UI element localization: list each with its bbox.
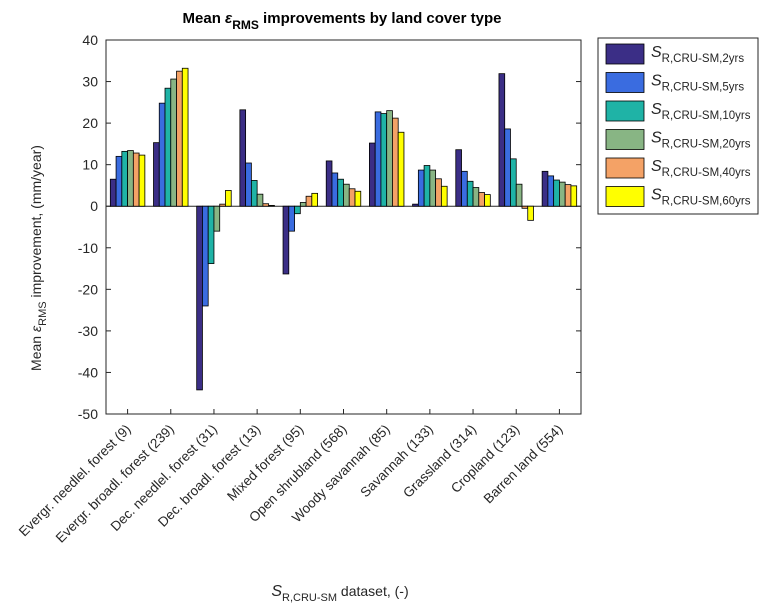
bar [564,184,572,207]
bar [121,150,128,207]
bar [553,179,560,207]
bar [392,117,399,207]
bar [158,102,166,207]
bar [337,178,344,207]
bar [181,67,189,207]
bar [429,169,437,207]
legend-swatch [605,100,645,122]
bar [435,178,442,207]
y-tick-label: 0 [90,198,98,214]
bar [397,131,405,207]
bar [547,175,555,207]
bar [348,188,356,207]
x-axis-label: SR,CRU-SM dataset, (-) [271,583,408,604]
bar [170,78,177,207]
y-tick-label: 30 [82,74,98,90]
bar [325,160,333,207]
bar [374,111,382,207]
legend-swatch [605,43,645,65]
bar [225,190,232,207]
legend-swatch [605,129,645,150]
bar [331,172,339,207]
y-tick-label: -10 [78,240,98,256]
y-tick-label: 10 [82,157,98,173]
bar [115,155,123,207]
bar [466,180,474,207]
bar [343,183,350,207]
y-tick-label: -30 [78,323,98,339]
legend-label: SR,CRU-SM,40yrs [651,158,751,179]
bar [262,203,270,207]
bar [559,181,566,207]
bar [412,203,419,207]
bar [570,185,578,207]
bar [288,205,295,232]
bar [239,109,247,207]
bar [380,113,388,207]
bar [176,70,183,207]
bar [164,87,172,207]
bar [138,154,146,207]
bar [109,178,117,207]
bar [354,190,362,207]
bar [515,183,523,207]
bar [196,205,203,391]
bar [478,192,485,207]
legend-label: SR,CRU-SM,2yrs [651,44,744,65]
bar [294,205,301,215]
legend-box [597,37,759,215]
y-tick-label: 40 [82,32,98,48]
bar [423,165,431,207]
bar [541,170,549,207]
y-tick-label: -40 [78,364,98,380]
bar [386,110,393,207]
legend-label: SR,CRU-SM,60yrs [651,187,751,208]
legend-label: SR,CRU-SM,5yrs [651,73,744,94]
y-tick-label: 20 [82,115,98,131]
bar [245,162,252,207]
bar [527,205,534,221]
bar [207,205,215,264]
y-tick-label: -20 [78,281,98,297]
legend-swatch [605,157,645,179]
legend-label: SR,CRU-SM,20yrs [651,130,751,151]
bar [417,169,425,207]
bar [510,158,517,207]
bar [202,205,209,307]
y-tick-label: -50 [78,406,98,422]
y-axis-label: Mean εRMS improvement, (mm/year) [28,145,49,371]
bar [461,170,468,207]
bar [213,205,221,232]
bar [256,193,264,207]
bar [132,152,140,207]
legend-swatch [605,72,645,93]
bar [504,128,511,207]
chart-title: Mean εRMS improvements by land cover typ… [183,10,502,32]
bar [299,202,307,207]
bar [455,149,462,207]
legend-label: SR,CRU-SM,10yrs [651,101,751,122]
bar [219,203,226,207]
bar [305,195,313,207]
bar [498,73,506,207]
bar [472,187,480,207]
bar [250,180,258,207]
bar [440,185,448,207]
bar [153,142,160,207]
legend-swatch [605,186,645,207]
bar [311,192,318,207]
legend: SR,CRU-SM,2yrs SR,CRU-SM,5yrs SR,CRU-SM,10… [597,37,759,215]
bar [484,194,491,207]
bar [369,142,376,207]
bar [521,205,529,209]
bar [282,205,290,275]
bar [127,150,134,207]
bar [268,204,275,207]
